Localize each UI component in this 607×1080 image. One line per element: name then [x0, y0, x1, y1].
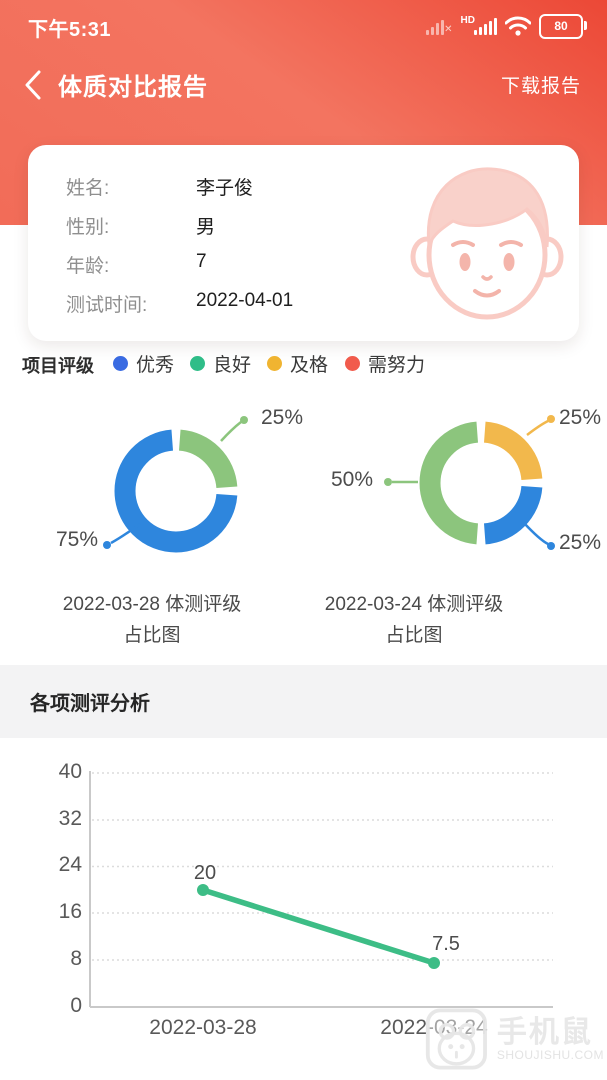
field-value-test-date: 2022-04-01 — [196, 290, 294, 311]
legend-label: 及格 — [290, 355, 329, 376]
legend-item-good[interactable]: 良好 — [190, 350, 251, 377]
donut1-leader-75 — [110, 522, 141, 545]
boy-avatar — [410, 167, 564, 320]
y-tick-32: 32 — [58, 807, 82, 830]
signal-icon-sim2 — [474, 17, 497, 35]
download-report-button[interactable]: 下载报告 — [500, 76, 581, 97]
hd-volte-icon: HD — [460, 15, 475, 26]
page-title: 体质对比报告 — [58, 74, 208, 101]
legend-label: 优秀 — [136, 355, 175, 376]
wifi-icon — [505, 16, 531, 36]
field-label-name: 姓名: — [66, 178, 110, 199]
legend-label: 良好 — [213, 355, 252, 376]
legend-dot-excellent-icon — [113, 356, 128, 371]
donut1-pct-excellent: 75% — [55, 528, 99, 551]
donut1-leader-dot-25 — [240, 416, 248, 424]
donut2-caption: 2022-03-24 体测评级 占比图 — [324, 594, 504, 646]
donut1-pct-good: 25% — [260, 406, 304, 429]
series-line — [200, 887, 437, 966]
legend-item-pass[interactable]: 及格 — [267, 350, 328, 377]
field-value-name: 李子俊 — [196, 178, 254, 199]
legend-dot-good-icon — [190, 356, 205, 371]
donut2-leader-dot-25-bottom — [547, 542, 555, 550]
donut2-leader-dot-25-top — [547, 415, 555, 423]
watermark-site: SHOUJISHU.COM — [496, 1047, 604, 1062]
legend-item-needs-work[interactable]: 需努力 — [345, 350, 425, 377]
data-point-2 — [428, 957, 440, 969]
y-tick-40: 40 — [58, 760, 82, 783]
status-bar: 下午5:31 ✕ HD 80 — [0, 10, 607, 42]
y-tick-0: 0 — [70, 994, 82, 1017]
field-label-test-date: 测试时间: — [66, 295, 148, 316]
status-time: 下午5:31 — [28, 19, 112, 41]
donut1-leader-25 — [220, 421, 242, 442]
watermark-name: 手机鼠 — [496, 1015, 593, 1049]
field-value-gender: 男 — [196, 217, 216, 238]
field-label-age: 年龄: — [66, 256, 110, 277]
y-tick-16: 16 — [58, 900, 82, 923]
profile-card: 姓名: 李子俊 性别: 男 年龄: 7 测试时间: 2022-04-01 — [28, 145, 579, 341]
no-signal-x-icon: ✕ — [444, 24, 453, 35]
donut2-leader-dot-50 — [384, 478, 392, 486]
legend-title: 项目评级 — [22, 356, 94, 376]
back-chevron-icon — [25, 70, 41, 100]
section-header: 各项测评分析 — [0, 665, 607, 738]
battery-icon: 80 — [539, 13, 587, 39]
x-tick-1: 2022-03-28 — [149, 1016, 257, 1039]
donut2-slice-good — [419, 421, 543, 545]
legend-dot-needs-work-icon — [345, 356, 360, 371]
legend-item-excellent[interactable]: 优秀 — [113, 350, 174, 377]
y-tick-24: 24 — [58, 853, 82, 876]
section-title: 各项测评分析 — [30, 693, 150, 715]
y-tick-8: 8 — [70, 947, 82, 970]
donut2-pct-good: 50% — [330, 468, 374, 491]
donut1-leader-dot-75 — [103, 541, 111, 549]
donut1-slice-excellent — [114, 429, 238, 553]
line-chart-canvas — [89, 771, 553, 1008]
field-label-gender: 性别: — [66, 217, 110, 238]
battery-level: 80 — [554, 19, 568, 33]
navbar: 体质对比报告 下载报告 — [0, 62, 607, 110]
legend-label: 需努力 — [368, 355, 426, 376]
point-label-2: 7.5 — [432, 933, 460, 955]
watermark: 手机鼠 SHOUJISHU.COM — [424, 1000, 604, 1078]
donut2-leader-25-bottom — [523, 522, 549, 546]
shoujishu-logo-icon — [425, 1008, 487, 1070]
donut2-leader-25-top — [526, 419, 549, 436]
point-label-1: 20 — [193, 862, 217, 884]
donut-charts-canvas — [103, 415, 555, 553]
back-button[interactable] — [22, 68, 52, 104]
field-value-age: 7 — [196, 251, 207, 272]
data-point-1 — [197, 884, 209, 896]
donut2-pct-pass: 25% — [558, 406, 602, 429]
signal-icon-sim1: ✕ — [426, 17, 453, 35]
legend-dot-pass-icon — [267, 356, 282, 371]
donut2-pct-excellent: 25% — [558, 531, 602, 554]
donut1-caption: 2022-03-28 体测评级 占比图 — [62, 594, 242, 646]
